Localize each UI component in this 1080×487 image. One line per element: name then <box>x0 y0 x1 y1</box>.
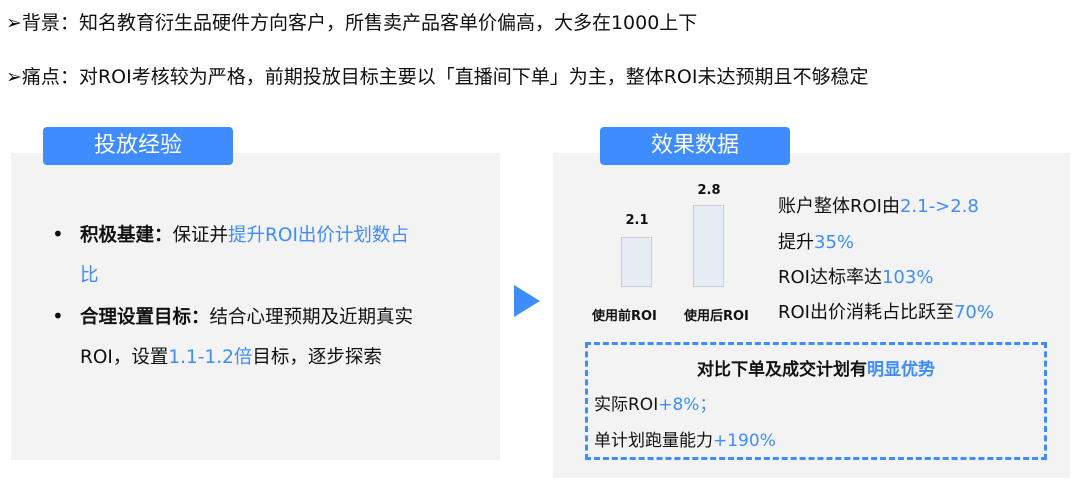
item-highlight: 提升ROI出价计划数占比 <box>80 225 409 286</box>
advantage-value: +8%； <box>658 395 717 415</box>
background-line: ➢背景：知名教育衍生品硬件方向客户，所售卖产品客单价偏高，大多在1000上下 <box>6 12 698 34</box>
experience-title: 投放经验 <box>43 127 233 165</box>
result-value: 103% <box>881 267 934 288</box>
bar-value-label: 2.1 <box>625 213 649 228</box>
item-highlight: 1.1-1.2倍 <box>168 347 253 368</box>
advantage-line: 单计划跑量能力+190% <box>594 426 776 451</box>
item-text: 保证并 <box>172 225 229 246</box>
result-text: 提升 <box>778 232 814 253</box>
result-value: 2.1->2.8 <box>899 196 979 217</box>
bullet-icon: • <box>52 222 64 246</box>
result-line: ROI出价消耗占比跃至70% <box>778 298 994 324</box>
experience-item-1: 积极基建：保证并提升ROI出价计划数占比 <box>80 216 420 296</box>
result-text: ROI出价消耗占比跃至 <box>778 302 954 323</box>
advantage-box <box>585 342 1047 460</box>
category-label: 使用前ROI <box>592 309 657 324</box>
advantage-title-text: 对比下单及成交计划有 <box>697 360 867 380</box>
item-bold: 合理设置目标： <box>80 307 210 328</box>
advantage-line: 实际ROI+8%； <box>594 390 716 415</box>
pain-label: 痛点 <box>21 66 60 88</box>
results-panel <box>553 153 1070 478</box>
result-text: 账户整体ROI由 <box>778 196 900 217</box>
result-text: ROI达标率达 <box>778 267 882 288</box>
advantage-text: 实际ROI <box>594 395 659 415</box>
bar-value-label: 2.8 <box>697 183 721 198</box>
advantage-title-highlight: 明显优势 <box>867 360 935 380</box>
result-line: ROI达标率达103% <box>778 263 933 289</box>
results-title: 效果数据 <box>600 127 790 165</box>
advantage-value: +190% <box>713 431 776 451</box>
bar-after <box>693 205 724 287</box>
result-line: 账户整体ROI由2.1->2.8 <box>778 192 979 218</box>
bar-before <box>621 236 652 287</box>
experience-panel <box>11 153 500 460</box>
bullet-icon: • <box>52 304 64 328</box>
advantage-title: 对比下单及成交计划有明显优势 <box>585 355 1047 380</box>
background-label: 背景 <box>21 12 60 34</box>
advantage-text: 单计划跑量能力 <box>594 431 713 451</box>
result-value: 35% <box>814 232 855 253</box>
pain-line: ➢痛点：对ROI考核较为严格，前期投放目标主要以「直播间下单」为主，整体ROI未… <box>6 66 869 88</box>
result-value: 70% <box>953 302 994 323</box>
item-text: 结合心理预期及近期真实ROI，设置 <box>80 307 414 368</box>
result-line: 提升35% <box>778 228 854 254</box>
pain-text: ：对ROI考核较为严格，前期投放目标主要以「直播间下单」为主，整体ROI未达预期… <box>59 66 869 88</box>
category-label: 使用后ROI <box>684 309 749 324</box>
item-text: 目标，逐步探索 <box>252 347 382 368</box>
background-text: ：知名教育衍生品硬件方向客户，所售卖产品客单价偏高，大多在1000上下 <box>59 12 698 34</box>
experience-item-2: 合理设置目标：结合心理预期及近期真实ROI，设置1.1-1.2倍目标，逐步探索 <box>80 298 420 378</box>
item-bold: 积极基建： <box>80 225 173 246</box>
arrow-right-icon <box>514 285 540 317</box>
